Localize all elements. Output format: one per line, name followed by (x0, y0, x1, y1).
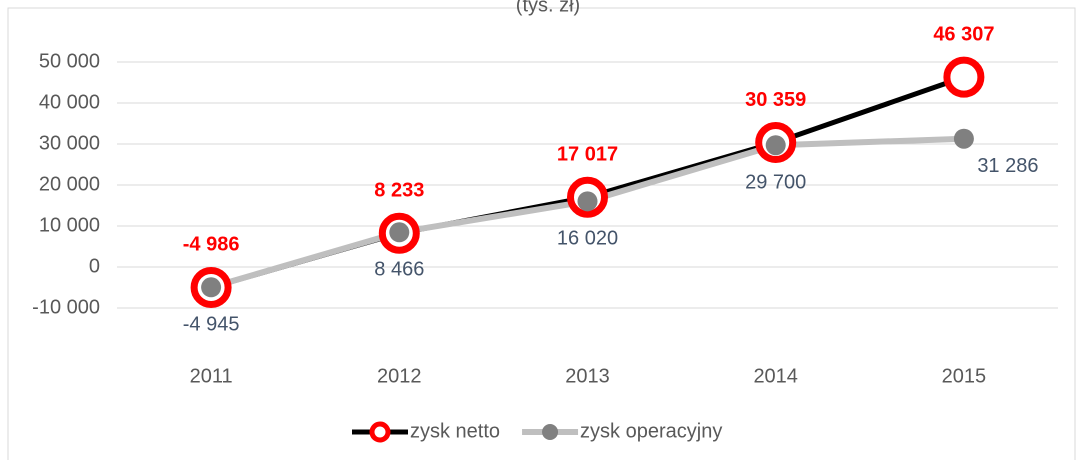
marker (389, 222, 410, 243)
legend-marker (369, 421, 391, 443)
y-tick-label: 50 000 (39, 50, 100, 72)
legend-label: zysk netto (410, 420, 500, 442)
data-label: 30 359 (745, 89, 806, 111)
marker (765, 135, 786, 156)
x-tick-label: 2012 (377, 365, 422, 387)
chart-title: (tys. zł) (516, 0, 580, 16)
legend-label: zysk operacyjny (580, 420, 722, 442)
marker (577, 191, 598, 212)
marker (201, 277, 222, 298)
y-tick-label: -10 000 (32, 296, 100, 318)
y-tick-label: 20 000 (39, 173, 100, 195)
data-label: 8 466 (374, 259, 424, 281)
chart-frame (7, 7, 1076, 460)
y-tick-label: 0 (89, 255, 100, 277)
y-tick-label: 30 000 (39, 132, 100, 154)
x-tick-label: 2015 (942, 365, 987, 387)
data-label: -4 986 (183, 234, 240, 256)
x-tick-label: 2013 (565, 365, 610, 387)
data-label: 16 020 (557, 228, 618, 250)
data-label: 46 307 (933, 23, 994, 45)
data-label: 17 017 (557, 144, 618, 166)
x-tick-label: 2014 (753, 365, 798, 387)
legend-marker (542, 424, 559, 440)
marker (943, 56, 985, 98)
data-label: 29 700 (745, 172, 806, 194)
marker (953, 128, 974, 149)
data-label: 8 233 (374, 180, 424, 202)
x-tick-label: 2011 (190, 365, 233, 387)
data-label: 31 286 (977, 155, 1038, 177)
y-tick-label: 10 000 (39, 214, 100, 236)
y-tick-label: 40 000 (39, 91, 100, 113)
data-label: -4 945 (183, 314, 240, 336)
